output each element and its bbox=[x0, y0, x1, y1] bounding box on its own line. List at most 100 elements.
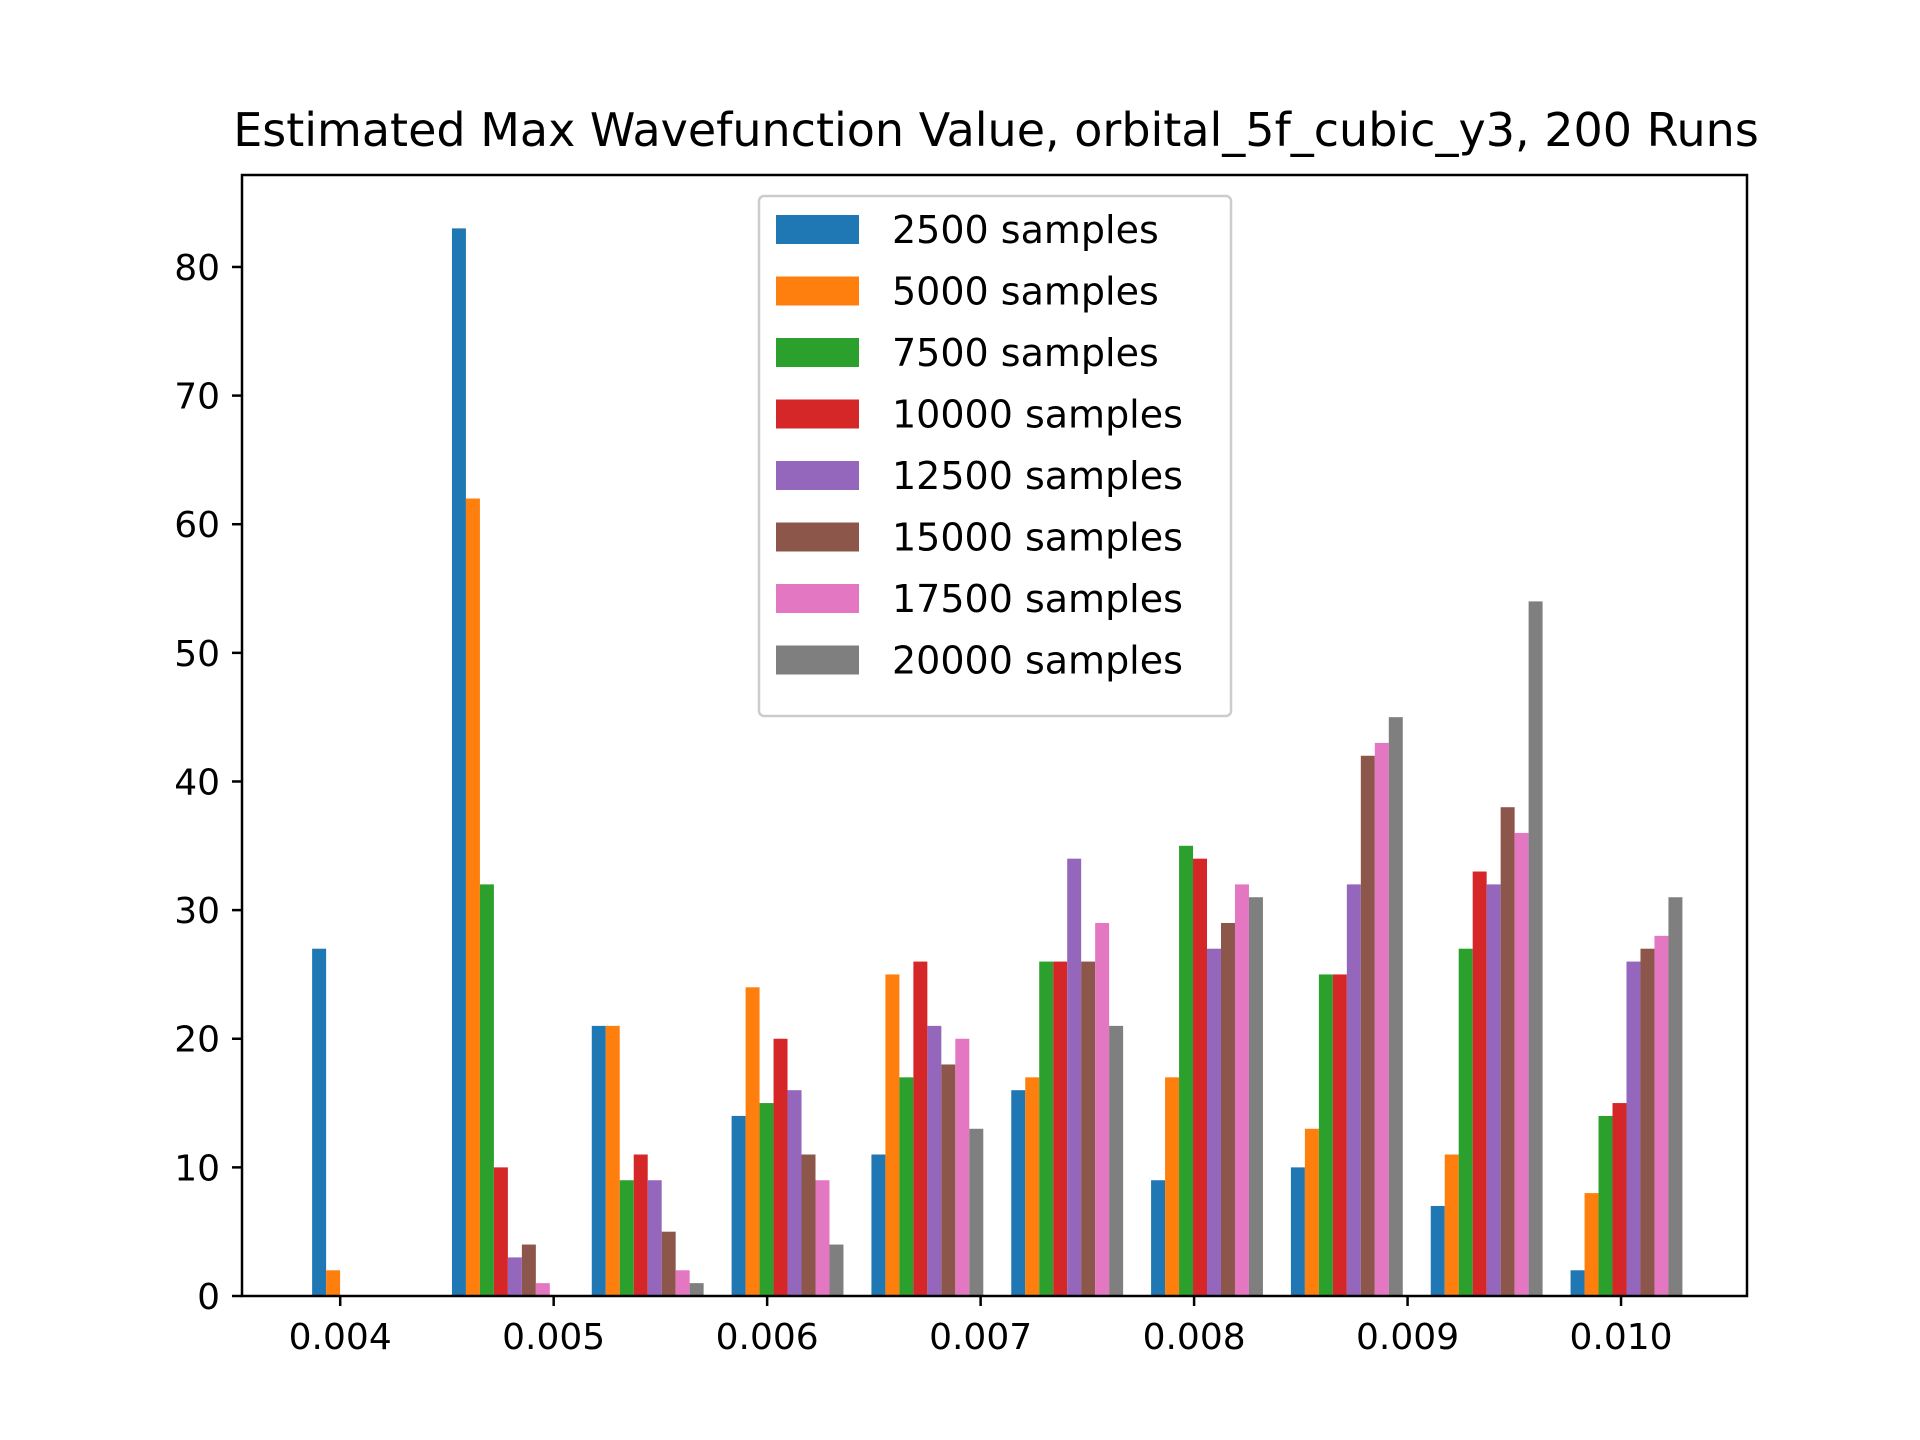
y-tick-label: 80 bbox=[174, 248, 220, 289]
bar bbox=[1430, 1205, 1445, 1296]
x-tick-label: 0.004 bbox=[289, 1317, 392, 1358]
bar bbox=[326, 1270, 341, 1296]
bar bbox=[1151, 1180, 1166, 1296]
bar bbox=[605, 1025, 620, 1296]
x-tick-label: 0.006 bbox=[716, 1317, 819, 1358]
y-tick-label: 40 bbox=[174, 762, 220, 803]
bar bbox=[1221, 922, 1235, 1296]
bar bbox=[591, 1025, 606, 1296]
bar bbox=[899, 1077, 914, 1296]
bar bbox=[1514, 832, 1529, 1296]
bar bbox=[1290, 1167, 1305, 1296]
y-tick-label: 50 bbox=[174, 634, 220, 675]
legend-swatch bbox=[776, 276, 859, 306]
x-tick-label: 0.009 bbox=[1356, 1317, 1459, 1358]
bar bbox=[1486, 884, 1501, 1296]
bar bbox=[479, 884, 494, 1296]
y-tick-label: 0 bbox=[197, 1277, 220, 1318]
legend-swatch bbox=[776, 522, 859, 552]
bar bbox=[1179, 845, 1194, 1296]
bar bbox=[871, 1154, 886, 1296]
bar bbox=[885, 974, 900, 1296]
bar bbox=[1304, 1128, 1319, 1296]
legend-label: 15000 samples bbox=[892, 516, 1183, 560]
bar bbox=[1458, 948, 1473, 1296]
x-tick-label: 0.008 bbox=[1143, 1317, 1246, 1358]
bar bbox=[312, 948, 327, 1296]
bar bbox=[1165, 1077, 1180, 1296]
legend-swatch bbox=[776, 645, 859, 675]
legend-swatch bbox=[776, 338, 859, 367]
bar bbox=[787, 1090, 802, 1296]
bar bbox=[1207, 948, 1221, 1296]
y-tick-label: 30 bbox=[174, 891, 220, 932]
plot-area-frame bbox=[240, 173, 1749, 1298]
bar bbox=[1598, 1115, 1613, 1296]
bar bbox=[1388, 717, 1403, 1296]
bar bbox=[1500, 807, 1515, 1296]
bar bbox=[913, 961, 928, 1296]
bar bbox=[745, 987, 760, 1296]
legend-label: 10000 samples bbox=[892, 393, 1183, 437]
bar bbox=[1234, 884, 1249, 1296]
bar bbox=[1612, 1103, 1627, 1296]
y-tick-label: 70 bbox=[174, 377, 220, 418]
legend: 2500 samples 5000 samples 7500 samples 1000… bbox=[757, 194, 1233, 718]
bar bbox=[1081, 961, 1096, 1296]
bar bbox=[731, 1115, 746, 1296]
bar bbox=[1053, 961, 1068, 1296]
bar bbox=[1444, 1154, 1459, 1296]
bar bbox=[675, 1270, 690, 1296]
bar bbox=[1248, 897, 1263, 1296]
bar bbox=[1570, 1270, 1585, 1296]
bar bbox=[1095, 922, 1110, 1296]
legend-swatch bbox=[776, 461, 859, 490]
bar bbox=[1374, 742, 1389, 1296]
legend-label: 5000 samples bbox=[892, 270, 1159, 314]
bar bbox=[1346, 884, 1361, 1296]
legend-label: 20000 samples bbox=[892, 639, 1183, 683]
bar bbox=[773, 1038, 788, 1296]
bar bbox=[1039, 961, 1054, 1296]
bar bbox=[1640, 948, 1655, 1296]
bar bbox=[1109, 1025, 1124, 1296]
bar bbox=[1626, 961, 1641, 1296]
y-tick-label: 60 bbox=[174, 505, 220, 546]
bar bbox=[535, 1283, 550, 1296]
legend-swatch bbox=[776, 399, 859, 429]
bar bbox=[507, 1257, 522, 1296]
bars-layer bbox=[312, 228, 1683, 1296]
bar bbox=[1318, 974, 1333, 1296]
bar bbox=[955, 1038, 970, 1296]
bar bbox=[1025, 1077, 1040, 1296]
bar bbox=[969, 1128, 984, 1296]
bar bbox=[759, 1103, 774, 1296]
y-axis: 0 10 20 30 40 50 60 70 80 bbox=[174, 248, 242, 1318]
bar bbox=[801, 1154, 816, 1296]
bar bbox=[1584, 1193, 1599, 1296]
x-axis: 0.004 0.005 0.006 0.007 0.008 0.009 0.010 bbox=[289, 1296, 1673, 1358]
legend-swatch bbox=[776, 584, 859, 613]
legend-label: 12500 samples bbox=[892, 454, 1183, 498]
legend-label: 7500 samples bbox=[892, 331, 1159, 375]
bar bbox=[1654, 935, 1669, 1296]
legend-label: 17500 samples bbox=[892, 577, 1183, 621]
bar bbox=[1332, 974, 1347, 1296]
legend-box bbox=[757, 194, 1233, 718]
y-tick-label: 20 bbox=[174, 1020, 220, 1061]
bar bbox=[647, 1180, 662, 1296]
bar bbox=[1668, 897, 1683, 1296]
bar bbox=[1067, 858, 1082, 1296]
bar bbox=[1011, 1090, 1026, 1296]
x-tick-label: 0.005 bbox=[502, 1317, 605, 1358]
bar bbox=[829, 1244, 844, 1296]
legend-label: 2500 samples bbox=[892, 208, 1159, 252]
bar bbox=[451, 228, 466, 1296]
bar bbox=[815, 1180, 830, 1296]
legend-swatch bbox=[776, 215, 859, 244]
bar bbox=[1360, 755, 1375, 1296]
bar bbox=[465, 498, 480, 1296]
chart-title: Estimated Max Wavefunction Value, orbita… bbox=[233, 103, 1759, 157]
bar bbox=[521, 1244, 536, 1296]
bar bbox=[661, 1231, 676, 1296]
